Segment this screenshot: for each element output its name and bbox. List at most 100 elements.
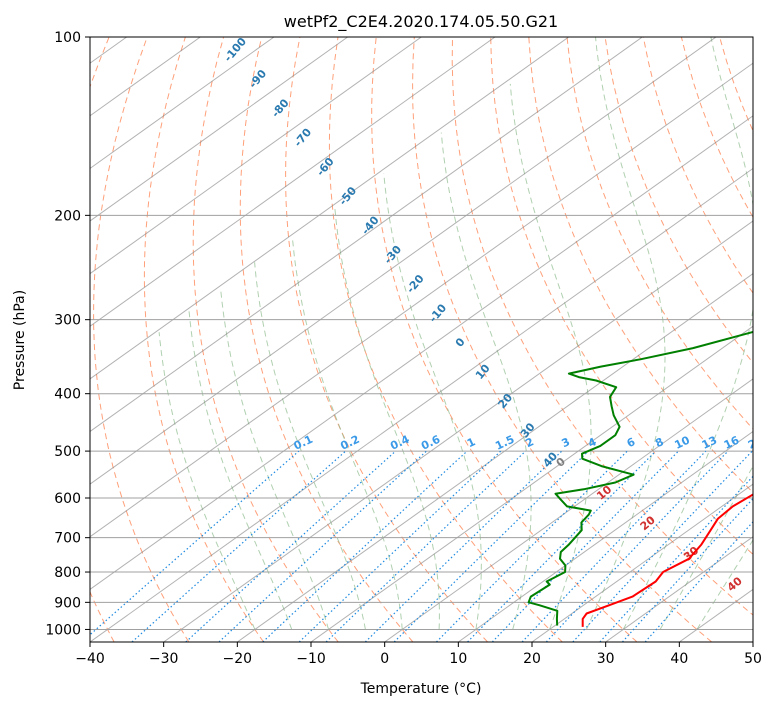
y-axis: 100 200 300 400 500 600 700 800 900 1000 (45, 30, 90, 638)
x-tick-label: −40 (75, 651, 105, 667)
moist-adiabat-line (188, 310, 293, 630)
dry-adiabat-label: -70 (291, 126, 314, 150)
mixing-ratio-line (644, 520, 753, 642)
isotherm-line (90, 37, 496, 327)
dry-adiabat-line (490, 37, 753, 555)
background-lines (90, 37, 753, 642)
dry-adiabat-label: -100 (221, 35, 249, 65)
y-tick-label: 900 (54, 595, 81, 611)
mixing-ratio-line (90, 450, 300, 636)
y-tick-label: 500 (54, 444, 81, 460)
y-tick-label: 200 (54, 208, 81, 224)
moist-adiabat-line (509, 83, 592, 630)
dry-adiabat-line (93, 37, 190, 642)
moist-adiabat-label: 40 (725, 574, 745, 594)
dry-adiabat-label: -40 (359, 213, 382, 237)
mixing-ratio-label: 0.1 (292, 433, 315, 453)
x-tick-label: 40 (670, 651, 688, 667)
isotherm-line (90, 37, 275, 170)
mixing-ratio-label: 6 (625, 435, 638, 450)
dry-adiabat-label: -90 (246, 67, 269, 91)
mixing-ratio-line (262, 450, 468, 642)
y-tick-label: 1000 (45, 622, 81, 638)
temperature-profile-line (581, 493, 753, 627)
moist-adiabat-line (622, 37, 753, 630)
isotherm-line (90, 115, 753, 590)
y-tick-label: 600 (54, 491, 81, 507)
x-tick-label: 30 (597, 651, 615, 667)
dry-adiabat-line (328, 37, 563, 642)
isotherm-line (458, 430, 753, 642)
isotherm-line (90, 37, 569, 380)
dry-adiabat-label: 0 (453, 335, 468, 349)
dry-adiabat-line (566, 37, 753, 430)
profiles (527, 330, 753, 627)
isotherm-line (90, 37, 643, 433)
moist-adiabat-line (158, 332, 256, 630)
isotherm-line (237, 273, 753, 642)
dry-adiabat-line (90, 37, 115, 642)
moist-adiabat-line (659, 465, 753, 630)
isotherm-line (310, 325, 753, 642)
dry-adiabat-line (239, 37, 414, 642)
mixing-ratio-line (393, 450, 589, 642)
mixing-ratio-line (185, 450, 397, 642)
mixing-ratio-line (521, 450, 707, 642)
mixing-ratio-label: 3 (560, 435, 572, 450)
mixing-ratio-line (572, 450, 753, 642)
isotherm-line (90, 37, 422, 275)
mixing-ratio-line (491, 450, 679, 642)
mixing-ratio-label: 0.6 (419, 433, 442, 453)
isotherm-line (90, 37, 348, 222)
y-tick-label: 800 (54, 565, 81, 581)
isotherm-line (90, 167, 753, 642)
mixing-ratio-label: 10 (673, 433, 693, 451)
dry-adiabat-label: 10 (473, 362, 493, 382)
dewpoint-profile-line (527, 330, 753, 626)
mixing-ratio-label: 1 (465, 435, 477, 450)
dry-adiabat-line (528, 37, 753, 494)
isotherm-line (90, 62, 753, 538)
moist-adiabat-line (220, 287, 330, 630)
mixing-ratio-line (298, 450, 502, 642)
dry-adiabat-label: -30 (381, 243, 404, 267)
x-axis-title: Temperature (°C) (360, 681, 482, 697)
x-tick-label: −20 (223, 651, 253, 667)
isotherm-line (90, 37, 717, 485)
mixing-ratio-line (467, 450, 657, 642)
mixing-ratio-line (364, 450, 563, 642)
mixing-ratio-label: 16 (722, 433, 742, 451)
x-tick-label: 50 (744, 651, 762, 667)
mixing-ratio-label: 0.2 (338, 433, 361, 453)
x-tick-label: −30 (149, 651, 179, 667)
moist-adiabat-label: 20 (638, 513, 658, 533)
dry-adiabat-label: -60 (314, 155, 337, 179)
chart-title: wetPf2_C2E4.2020.174.05.50.G21 (284, 12, 558, 32)
moist-adiabat-line (254, 262, 366, 630)
dry-adiabat-line (285, 37, 488, 642)
mixing-ratio-label: 20 (746, 433, 766, 451)
isotherm-line (163, 220, 753, 642)
dry-adiabat-line (143, 37, 264, 642)
isotherm-line (384, 378, 753, 642)
mixing-ratio-label: 0.4 (388, 433, 411, 453)
isotherm-line (531, 483, 753, 642)
y-tick-label: 300 (54, 313, 81, 329)
y-tick-label: 100 (54, 30, 81, 46)
dry-adiabat-label: -10 (426, 301, 449, 325)
y-tick-label: 700 (54, 531, 81, 547)
moist-adiabat-line (585, 37, 666, 630)
dry-adiabat-line (371, 37, 638, 642)
y-axis-title: Pressure (hPa) (12, 290, 28, 390)
mixing-ratio-line (599, 475, 753, 642)
y-tick-label: 400 (54, 387, 81, 403)
mixing-ratio-line (218, 450, 427, 642)
mixing-ratio-label: 1.5 (493, 433, 516, 453)
x-axis: −40 −30 −20 −10 0 10 20 30 40 50 (75, 642, 762, 667)
dry-adiabat-label: 30 (518, 420, 538, 440)
x-tick-label: 0 (380, 651, 389, 667)
mixing-ratio-line (545, 450, 729, 642)
dry-adiabat-line (642, 37, 753, 294)
moist-adiabat-line (292, 239, 403, 630)
